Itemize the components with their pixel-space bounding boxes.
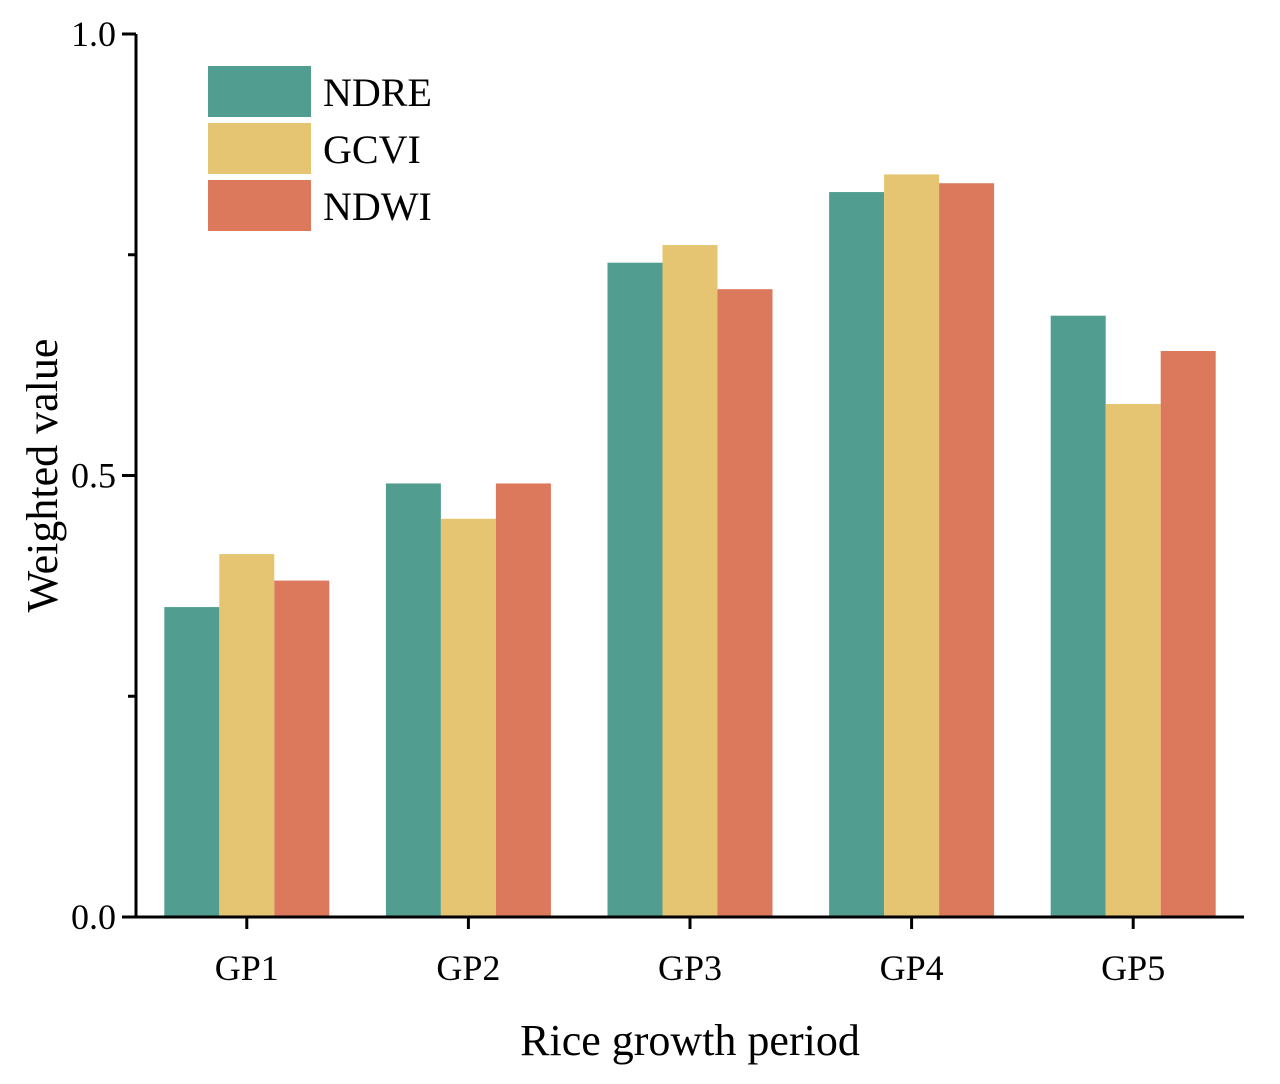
bar-gcvi-gp1 — [219, 554, 275, 917]
bar-ndwi-gp5 — [1160, 350, 1216, 917]
bar-ndwi-gp1 — [274, 580, 330, 917]
x-tick-label-gp2: GP2 — [436, 948, 500, 988]
legend-label-gcvi: GCVI — [323, 127, 421, 172]
x-axis-title: Rice growth period — [520, 1016, 860, 1065]
bar-ndre-gp5 — [1050, 315, 1106, 917]
bar-ndwi-gp3 — [717, 289, 773, 917]
legend-label-ndre: NDRE — [323, 70, 432, 115]
x-ticks-group: GP1 GP2 GP3 GP4 GP5 — [215, 917, 1165, 988]
legend-swatch-ndre — [208, 66, 311, 117]
bar-ndwi-gp2 — [495, 483, 551, 917]
y-tick-label: 0.5 — [71, 456, 116, 496]
bar-ndre-gp1 — [164, 607, 220, 917]
bar-ndre-gp4 — [829, 192, 885, 917]
legend: NDRE GCVI NDWI — [208, 66, 432, 231]
bar-ndre-gp3 — [607, 262, 663, 917]
bar-ndre-gp2 — [385, 483, 441, 917]
y-ticks-group: 0.0 0.5 1.0 — [71, 14, 136, 937]
bar-ndwi-gp4 — [939, 183, 995, 918]
x-tick-label-gp3: GP3 — [658, 948, 722, 988]
legend-swatch-gcvi — [208, 123, 311, 174]
legend-label-ndwi: NDWI — [323, 184, 432, 229]
y-tick-label: 1.0 — [71, 14, 116, 54]
x-tick-label-gp4: GP4 — [880, 948, 944, 988]
bar-gcvi-gp3 — [662, 245, 718, 918]
bar-gcvi-gp2 — [440, 518, 496, 917]
bar-gcvi-gp5 — [1105, 403, 1161, 917]
x-tick-label-gp5: GP5 — [1101, 948, 1165, 988]
y-tick-label: 0.0 — [71, 897, 116, 937]
x-tick-label-gp1: GP1 — [215, 948, 279, 988]
bars-group — [164, 174, 1216, 918]
bar-gcvi-gp4 — [884, 174, 940, 918]
y-axis-title: Weighted value — [18, 339, 67, 613]
legend-swatch-ndwi — [208, 180, 311, 231]
